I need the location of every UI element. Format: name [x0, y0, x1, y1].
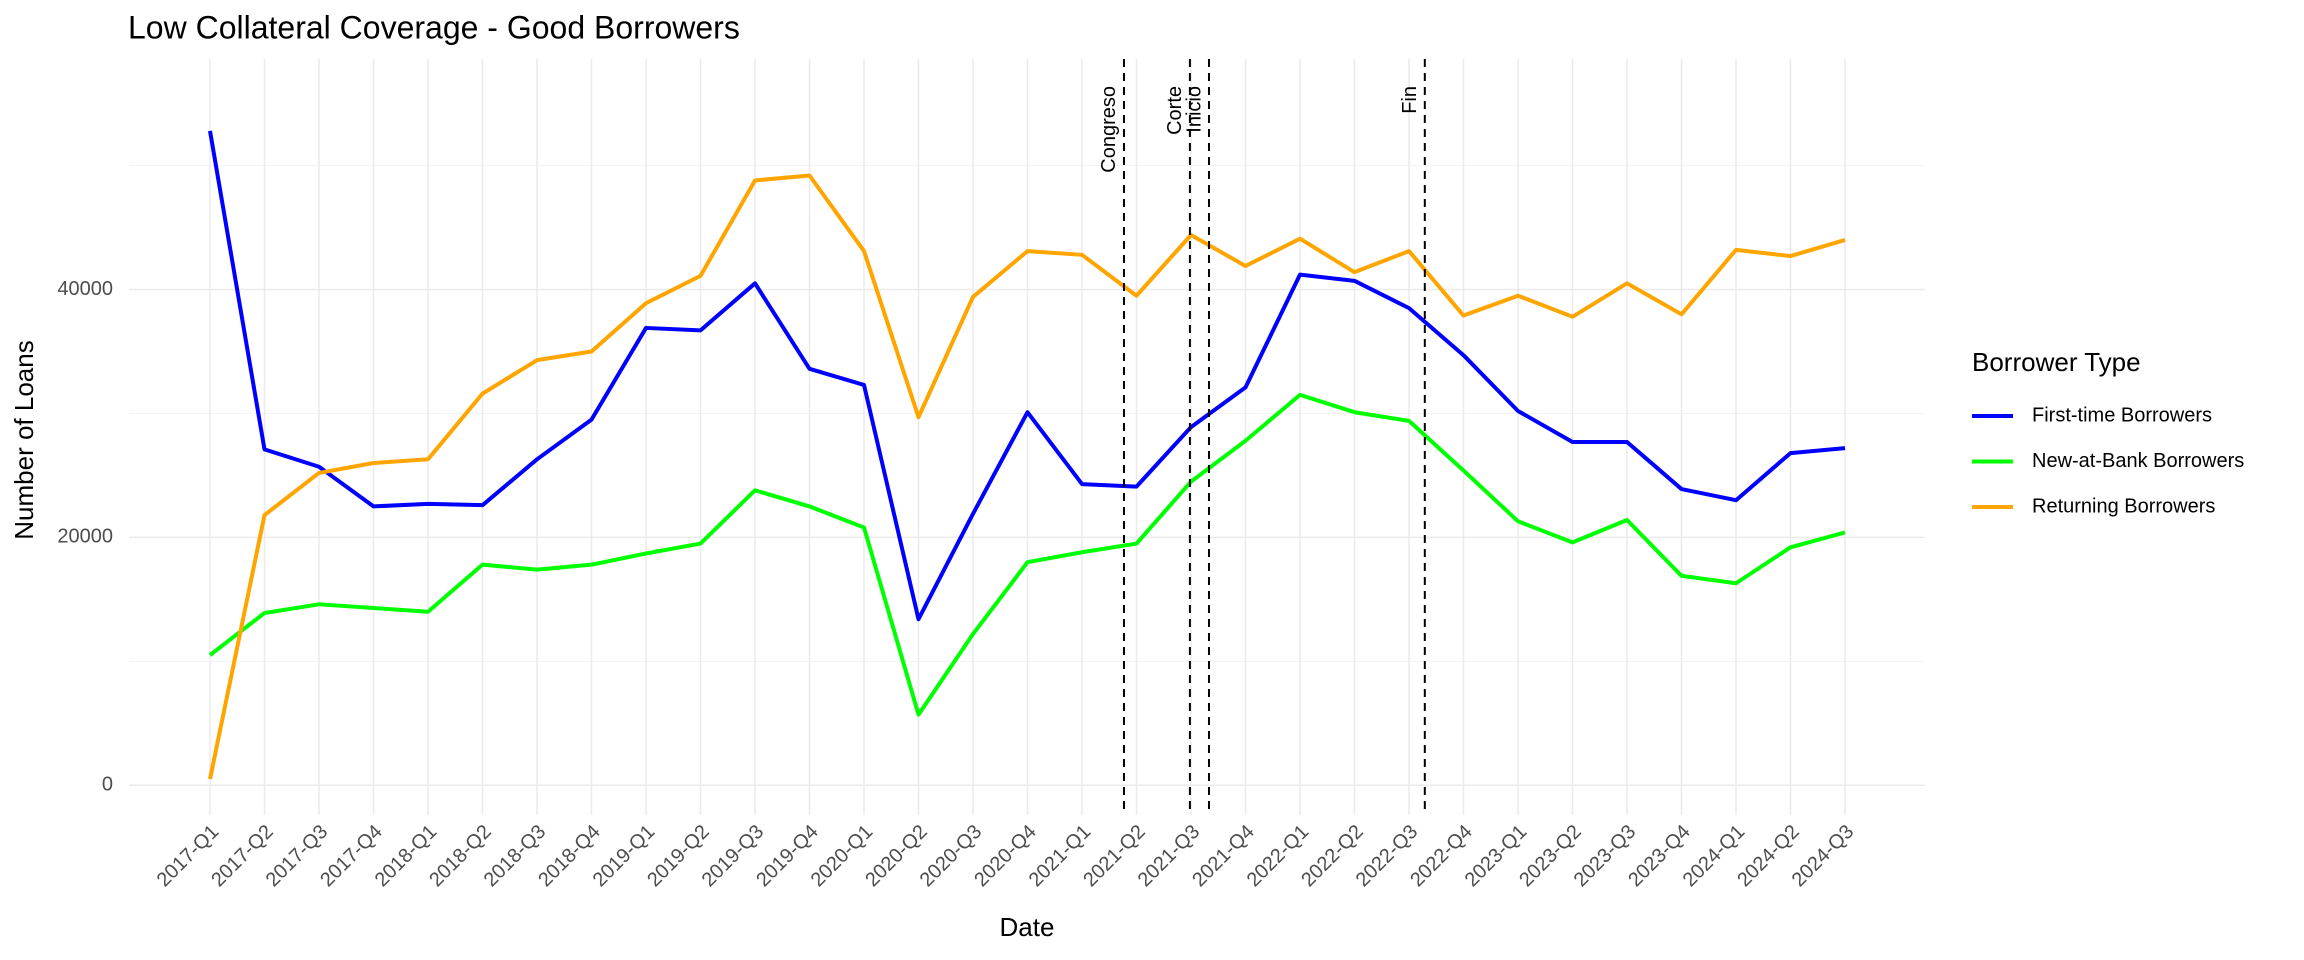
- legend-label: New-at-Bank Borrowers: [2032, 450, 2244, 472]
- x-axis-title: Date: [1000, 912, 1055, 942]
- legend-title: Borrower Type: [1972, 347, 2141, 377]
- reference-label: Congreso: [1098, 86, 1120, 173]
- y-axis-title: Number of Loans: [9, 340, 39, 539]
- data-line: [208, 173, 1846, 780]
- y-tick-label: 0: [102, 774, 113, 796]
- reference-label: Inicio: [1183, 86, 1205, 133]
- reference-label: Corte: [1164, 86, 1186, 135]
- legend-label: Returning Borrowers: [2032, 495, 2215, 517]
- chart-title: Low Collateral Coverage - Good Borrowers: [128, 9, 740, 45]
- data-line: [208, 392, 1846, 717]
- y-tick-label: 40000: [57, 278, 113, 300]
- data-line: [208, 130, 1846, 622]
- reference-label: Fin: [1399, 86, 1421, 114]
- y-tick-label: 20000: [57, 526, 113, 548]
- legend-label: First-time Borrowers: [2032, 404, 2212, 426]
